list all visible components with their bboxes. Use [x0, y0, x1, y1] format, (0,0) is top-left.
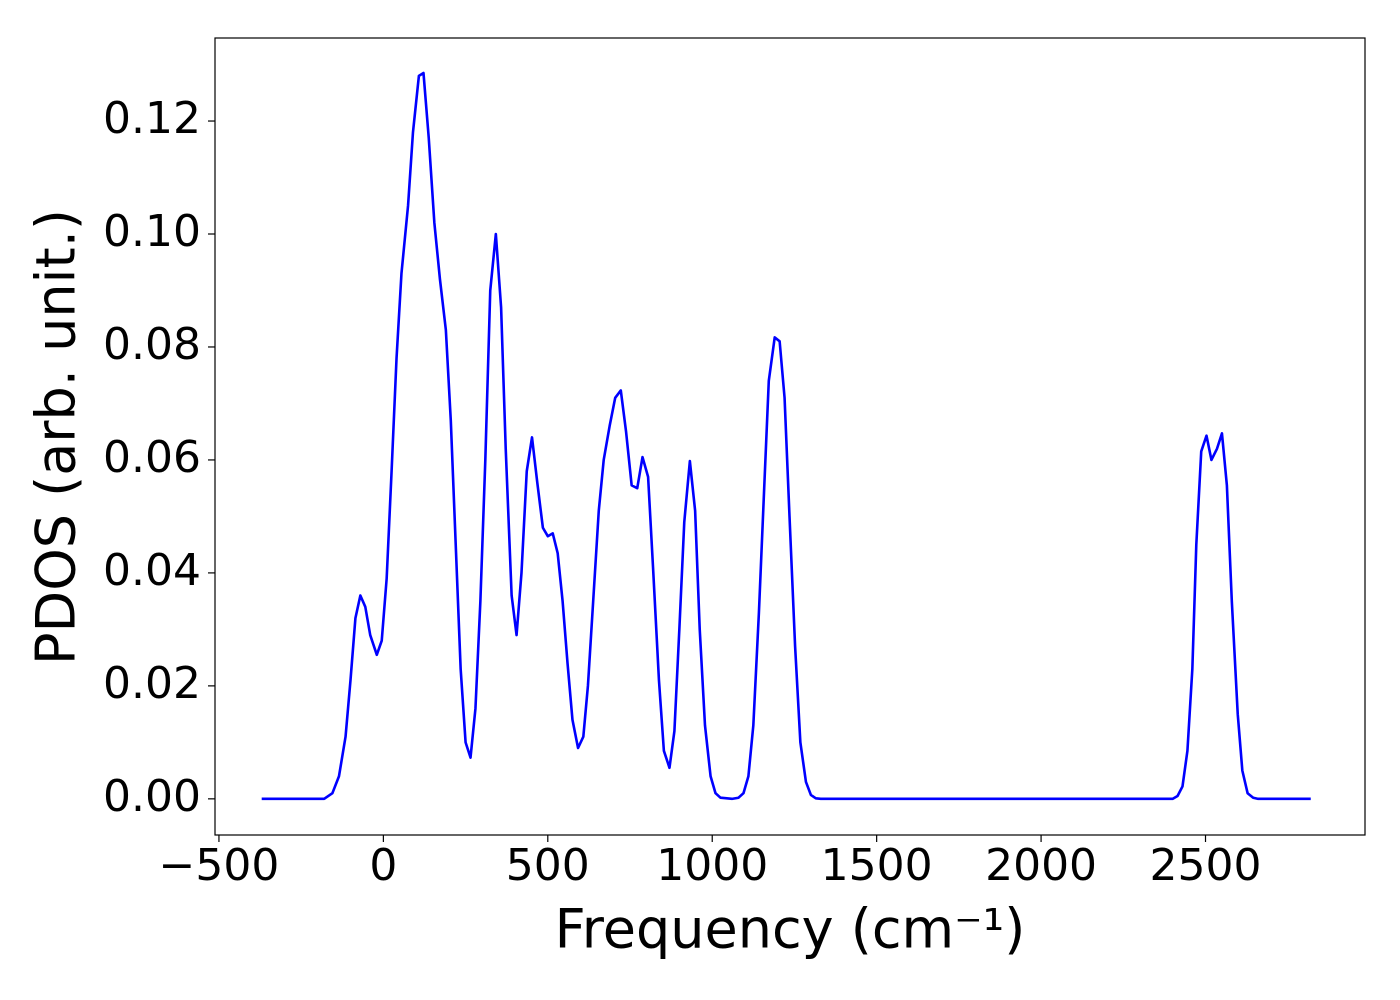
- x-tick-label: 1500: [821, 840, 933, 891]
- x-tick-label: 2500: [1150, 840, 1262, 891]
- y-tick-label: 0.04: [103, 545, 201, 596]
- x-tick-label: −500: [159, 840, 280, 891]
- plot-frame: [214, 37, 1366, 836]
- x-axis-label: Frequency (cm⁻¹): [555, 898, 1026, 961]
- x-tick-label: 0: [369, 840, 397, 891]
- y-tick-label: 0.08: [103, 319, 201, 370]
- y-tick-label: 0.10: [103, 206, 201, 257]
- y-axis-label: PDOS (arb. unit.): [25, 209, 88, 665]
- x-tick-label: 500: [506, 840, 590, 891]
- y-tick-label: 0.06: [103, 432, 201, 483]
- pdos-line: [261, 71, 1311, 801]
- x-tick-label: 2000: [985, 840, 1097, 891]
- y-tick-label: 0.00: [103, 771, 201, 822]
- y-tick-label: 0.02: [103, 658, 201, 709]
- x-tick-label: 1000: [656, 840, 768, 891]
- y-tick-label: 0.12: [103, 93, 201, 144]
